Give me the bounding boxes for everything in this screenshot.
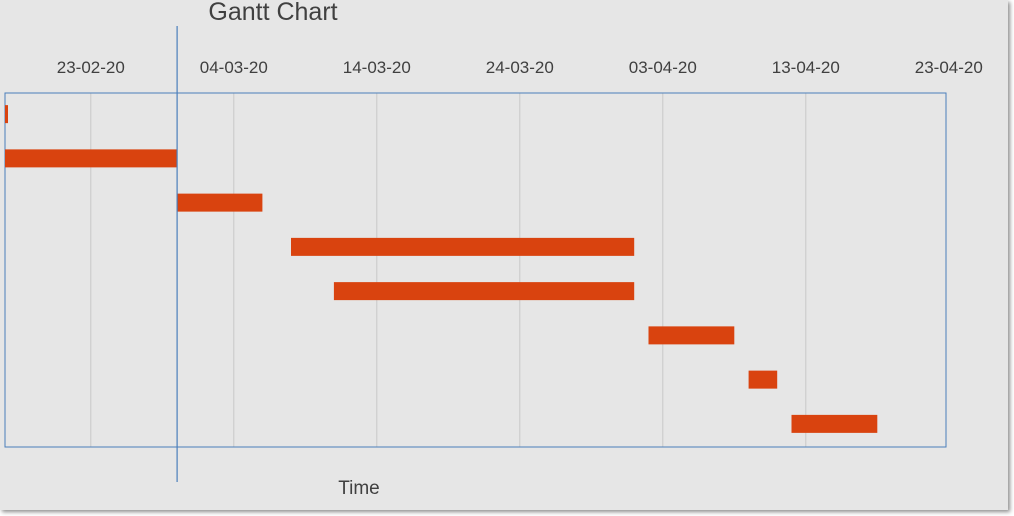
task-bar (791, 414, 878, 433)
x-axis-ticks: 23-02-20 04-03-20 14-03-20 24-03-20 03-04-20… (57, 58, 983, 77)
task-bar (176, 193, 263, 212)
task-bar (5, 149, 177, 168)
gridlines (90, 93, 807, 447)
x-axis-title: Time (338, 478, 380, 499)
task-bars (5, 105, 878, 433)
plot-area-border (4, 92, 947, 448)
task-bar (748, 370, 778, 389)
x-tick-label: 23-04-20 (915, 58, 983, 77)
task-bar (648, 326, 735, 345)
x-tick-label: 13-04-20 (772, 58, 840, 77)
x-tick-label: 23-02-20 (57, 58, 125, 77)
task-bar (333, 282, 635, 301)
x-tick-label: 14-03-20 (343, 58, 411, 77)
x-tick-label: 24-03-20 (486, 58, 554, 77)
x-tick-label: 03-04-20 (629, 58, 697, 77)
chart-title: Gantt Chart (208, 0, 337, 26)
task-bar (291, 237, 635, 256)
task-bar (5, 105, 8, 124)
x-tick-label: 04-03-20 (200, 58, 268, 77)
